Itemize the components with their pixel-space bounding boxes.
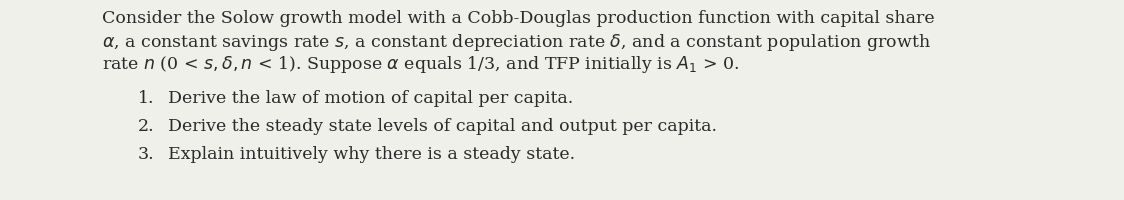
Text: 2.: 2. [138, 118, 155, 135]
Text: rate $n$ (0 < $s, \delta, n$ < 1). Suppose $\alpha$ equals 1/3, and TFP initiall: rate $n$ (0 < $s, \delta, n$ < 1). Suppo… [102, 54, 740, 75]
Text: Derive the law of motion of capital per capita.: Derive the law of motion of capital per … [167, 90, 573, 107]
Text: Derive the steady state levels of capital and output per capita.: Derive the steady state levels of capita… [167, 118, 717, 135]
Text: Explain intuitively why there is a steady state.: Explain intuitively why there is a stead… [167, 146, 575, 163]
Text: Consider the Solow growth model with a Cobb-Douglas production function with cap: Consider the Solow growth model with a C… [102, 10, 935, 27]
Text: 3.: 3. [138, 146, 155, 163]
Text: $\alpha$, a constant savings rate $s$, a constant depreciation rate $\delta$, an: $\alpha$, a constant savings rate $s$, a… [102, 32, 931, 53]
Text: 1.: 1. [138, 90, 154, 107]
